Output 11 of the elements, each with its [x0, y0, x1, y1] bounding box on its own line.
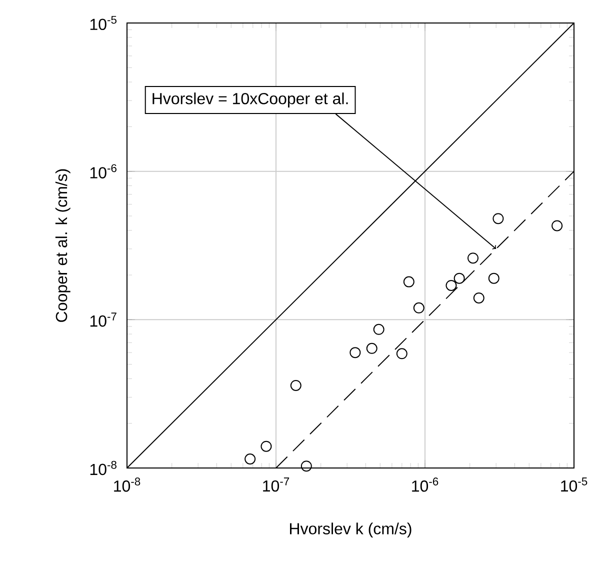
x-tick-label: 10$^{-7}$ [263, 478, 290, 492]
y-tick-label: 10$^{-5}$ [90, 16, 116, 30]
x-tick-label: 10$^{-8}$ [114, 478, 140, 492]
annotation: Hvorslev = 10xCooper et al. [152, 92, 348, 108]
y-axis-title: Cooper et al. k (cm/s) [55, 169, 70, 322]
y-tick-label: 10$^{-6}$ [90, 164, 116, 178]
x-axis-title: Hvorslev k (cm/s) [290, 522, 412, 538]
y-tick-label: 10$^{-7}$ [90, 312, 116, 327]
x-tick-label: 10$^{-6}$ [412, 478, 438, 492]
x-tick-label: 10$^{-5}$ [561, 478, 588, 492]
y-tick-label: 10$^{-8}$ [90, 460, 116, 476]
